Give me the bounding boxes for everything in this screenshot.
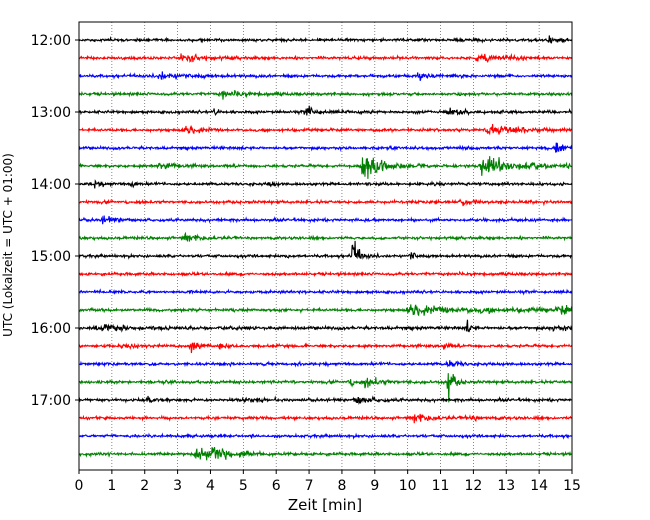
x-tick-label: 2: [140, 478, 149, 494]
trace-1615: [78, 341, 573, 354]
trace-1630: [78, 360, 573, 368]
x-tick-label: 15: [563, 478, 581, 494]
x-tick-label: 5: [239, 478, 248, 494]
trace-1530: [78, 288, 573, 296]
x-tick-label: 0: [75, 478, 84, 494]
trace-1330: [78, 142, 573, 153]
trace-1215: [78, 52, 573, 64]
trace-1700: [78, 395, 573, 405]
trace-1230: [78, 71, 573, 81]
trace-1345: [78, 156, 573, 179]
trace-1715: [78, 413, 573, 424]
trace-1500: [78, 240, 573, 260]
trace-1600: [78, 319, 573, 333]
plot-frame: [78, 21, 573, 471]
trace-1315: [78, 123, 573, 136]
x-tick-label: 3: [173, 478, 182, 494]
x-tick-label: 11: [432, 478, 450, 494]
trace-1245: [78, 90, 573, 100]
x-tick-label: 9: [370, 478, 379, 494]
y-tick-label: 15:00: [31, 249, 71, 265]
x-axis-ticks: 0 1 2 3 4 5 6 7 8 9 10 11 12 13 14 15: [75, 470, 581, 494]
trace-1515: [78, 270, 573, 278]
x-tick-label: 12: [464, 478, 482, 494]
x-axis-label: Zeit [min]: [288, 496, 362, 514]
y-tick-label: 12:00: [31, 33, 71, 49]
trace-1200: [78, 35, 573, 44]
trace-1645: [78, 373, 573, 403]
y-tick-label: 14:00: [31, 177, 71, 193]
x-tick-label: 1: [107, 478, 116, 494]
trace-1545: [78, 304, 573, 317]
x-tick-label: 4: [206, 478, 215, 494]
trace-1430: [78, 215, 573, 225]
trace-1415: [78, 198, 573, 207]
trace-1300: [78, 105, 573, 117]
y-axis-label: UTC (Lokalzeit = UTC + 01:00): [1, 153, 15, 337]
x-tick-label: 13: [497, 478, 515, 494]
y-tick-label: 13:00: [31, 105, 71, 121]
x-tick-label: 10: [399, 478, 417, 494]
x-tick-label: 8: [337, 478, 346, 494]
x-tick-label: 14: [530, 478, 548, 494]
trace-1445: [78, 231, 573, 242]
x-tick-label: 7: [305, 478, 314, 494]
y-tick-label: 16:00: [31, 321, 71, 337]
y-tick-label: 17:00: [31, 393, 71, 409]
x-tick-label: 6: [272, 478, 281, 494]
trace-1745: [78, 446, 573, 461]
seismogram-traces: [78, 35, 573, 461]
trace-1730: [78, 432, 573, 440]
trace-1400: [78, 179, 573, 189]
y-axis-ticks: 12:00 13:00 14:00 15:00 16:00 17:00: [31, 33, 79, 409]
